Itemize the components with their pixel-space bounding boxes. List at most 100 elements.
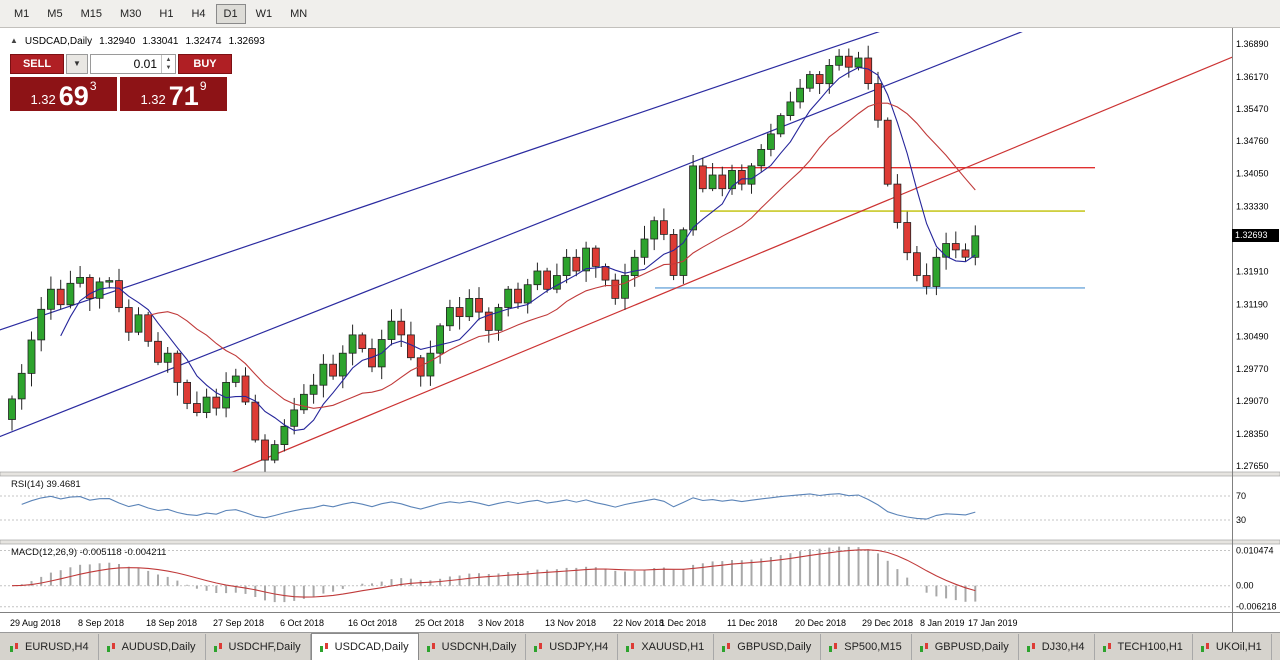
date-axis-label[interactable]: 20 Dec 2018 [795, 618, 846, 628]
candle-body [192, 403, 201, 414]
ask-price-display[interactable]: 1.32 71 9 [120, 77, 227, 111]
chart-tab-eurusd-h4[interactable]: EURUSD,H4 [2, 634, 99, 660]
chart-background [0, 28, 1280, 632]
timeframe-h4[interactable]: H4 [183, 4, 213, 24]
date-axis-label[interactable]: 11 Dec 2018 [727, 618, 777, 628]
timeframe-m30[interactable]: M30 [112, 4, 149, 24]
trendline-support-diagonal[interactable] [0, 46, 1260, 582]
trendline-channel-lower[interactable] [0, 28, 1260, 448]
lot-size-field[interactable]: 0.01 ▲ ▼ [90, 54, 176, 74]
chart-tab-gbpusd-daily[interactable]: GBPUSD,Daily [714, 634, 822, 660]
step-up-icon[interactable]: ▲ [165, 57, 172, 63]
bid-price-display[interactable]: 1.32 69 3 [10, 77, 117, 111]
tab-label: USDJPY,H4 [549, 641, 609, 653]
candle-body [718, 174, 727, 190]
candle-body [572, 256, 581, 272]
candlestick-chart-icon [1200, 642, 1209, 652]
price-axis-label: 1.31910 [1236, 266, 1269, 276]
candle-body [951, 243, 960, 251]
date-axis-label[interactable]: 29 Dec 2018 [862, 618, 913, 628]
tab-label: EURUSD,H4 [25, 641, 89, 653]
candle-body [348, 334, 357, 354]
candle-body [971, 235, 980, 258]
candlestick-chart-icon [722, 642, 731, 652]
chart-tab-usdjpy-h4[interactable]: USDJPY,H4 [526, 634, 619, 660]
timeframe-w1[interactable]: W1 [248, 4, 281, 24]
panel-splitter[interactable] [0, 471, 1280, 477]
panel-splitter[interactable] [0, 539, 1280, 545]
chart-tab-usdchf-daily[interactable]: USDCHF,Daily [205, 634, 311, 660]
candle-body [553, 275, 561, 290]
candle-body [85, 276, 94, 299]
date-axis-label[interactable]: 27 Sep 2018 [213, 618, 264, 628]
date-axis-label[interactable]: 3 Nov 2018 [478, 618, 524, 628]
chart-tab-audusd-daily[interactable]: AUDUSD,Daily [98, 634, 206, 660]
candle-body [115, 280, 123, 309]
chart-tab-xauusd-h1[interactable]: XAUUSD,H1 [618, 634, 715, 660]
price-axis-label: 1.27650 [1236, 461, 1269, 471]
order-type-dropdown[interactable]: ▼ [66, 54, 88, 74]
chart-tab-u[interactable]: U [1271, 634, 1280, 660]
main-plot[interactable] [0, 28, 1260, 581]
timeframe-m5[interactable]: M5 [39, 4, 70, 24]
candlestick-chart-icon [829, 642, 838, 652]
date-axis-label[interactable]: 18 Sep 2018 [146, 618, 197, 628]
chart-tab-dj30-h4[interactable]: DJ30,H4 [1018, 634, 1095, 660]
timeframe-m15[interactable]: M15 [73, 4, 110, 24]
sell-button[interactable]: SELL [10, 54, 64, 74]
timeframe-mn[interactable]: MN [282, 4, 315, 24]
step-down-icon[interactable]: ▼ [165, 65, 172, 71]
candle-body [66, 282, 75, 306]
chart-tab-ukoil-h1[interactable]: UKOil,H1 [1192, 634, 1272, 660]
date-axis-label[interactable]: 8 Sep 2018 [78, 618, 124, 628]
ohlc-open: 1.32940 [99, 36, 136, 47]
trade-controls-row: SELL ▼ 0.01 ▲ ▼ BUY [10, 54, 232, 74]
date-axis-label[interactable]: 22 Nov 2018 [613, 618, 664, 628]
chart-tab-sp500-m15[interactable]: SP500,M15 [821, 634, 912, 660]
chart-area[interactable]: 70 30 0.010474 0.00 -0.006218 1.36890 1.36170 1… [0, 28, 1280, 632]
candle-body [523, 284, 532, 304]
buy-button[interactable]: BUY [178, 54, 232, 74]
macd-indicator-label: MACD(12,26,9) -0.005118 -0.004211 [11, 547, 167, 558]
date-axis-label[interactable]: 6 Oct 2018 [280, 618, 324, 628]
candle-body [825, 65, 834, 85]
price-axis-label: 1.34760 [1236, 136, 1269, 146]
macd-axis-label: 0.010474 [1236, 546, 1274, 556]
timeframe-m1[interactable]: M1 [6, 4, 37, 24]
rsi-axis-label: 70 [1236, 491, 1246, 501]
candlestick-chart-icon [626, 642, 635, 652]
date-axis-label[interactable]: 13 Nov 2018 [545, 618, 596, 628]
date-axis-label[interactable]: 1 Dec 2018 [660, 618, 706, 628]
candle-body [942, 243, 950, 258]
candle-body [689, 165, 697, 231]
collapse-arrow-icon[interactable]: ▲ [10, 36, 18, 45]
date-axis-label[interactable]: 29 Aug 2018 [10, 618, 61, 628]
trendline-channel-upper[interactable] [0, 28, 1260, 340]
chart-tab-usdcnh-daily[interactable]: USDCNH,Daily [418, 634, 527, 660]
tab-label: USDCHF,Daily [228, 641, 301, 653]
candle-body [747, 165, 756, 185]
date-axis-label[interactable]: 17 Jan 2019 [968, 618, 1018, 628]
date-axis-label[interactable]: 25 Oct 2018 [415, 618, 464, 628]
candle-body [134, 314, 143, 333]
lot-size-stepper[interactable]: ▲ ▼ [161, 55, 175, 73]
candle-body [932, 256, 941, 287]
candle-body [144, 314, 153, 342]
chart-tabs-bar: EURUSD,H4 AUDUSD,Daily USDCHF,Daily USDCAD,… [0, 632, 1280, 660]
candle-body [105, 280, 114, 283]
date-axis-label[interactable]: 8 Jan 2019 [920, 618, 965, 628]
price-chart[interactable]: 70 30 0.010474 0.00 -0.006218 1.36890 1.36170 1… [0, 28, 1280, 632]
candle-body [533, 270, 542, 286]
chart-symbol-header: ▲ USDCAD,Daily 1.32940 1.33041 1.32474 1… [10, 36, 265, 47]
candle-body [621, 275, 629, 299]
date-axis-label[interactable]: 16 Oct 2018 [348, 618, 397, 628]
chart-tab-usdcad-daily[interactable]: USDCAD,Daily [310, 633, 419, 660]
candle-body [708, 174, 717, 190]
candle-body [27, 339, 36, 374]
chart-tab-tech100-h1[interactable]: TECH100,H1 [1094, 634, 1193, 660]
timeframe-h1[interactable]: H1 [151, 4, 181, 24]
candle-body [270, 444, 279, 461]
chart-tab-gbpusd-daily[interactable]: GBPUSD,Daily [911, 634, 1019, 660]
timeframe-d1[interactable]: D1 [215, 3, 246, 24]
candle-body [338, 352, 347, 377]
